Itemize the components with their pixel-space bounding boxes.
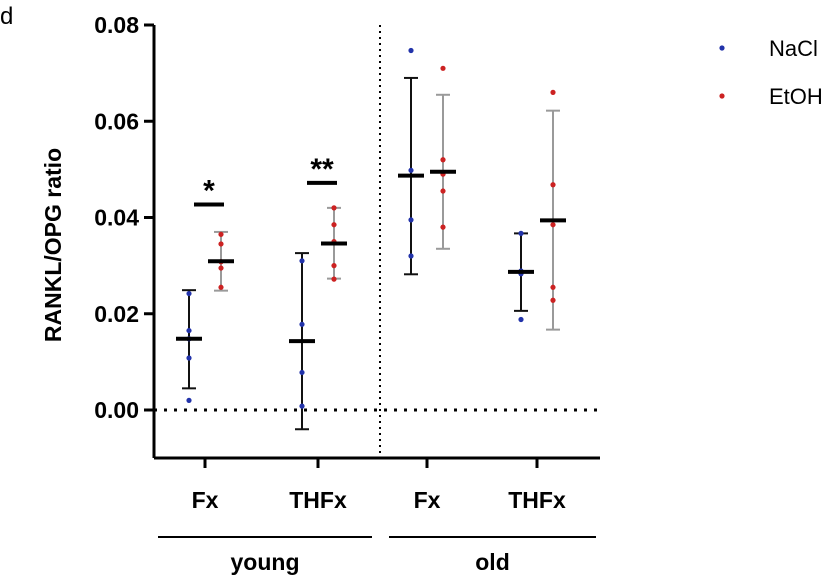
y-axis: 0.00 0.02 0.04 0.06 0.08 <box>94 12 600 468</box>
y-tick-label: 0.06 <box>94 108 139 134</box>
y-tick-label: 0.08 <box>94 12 139 38</box>
data-point-nacl <box>299 369 305 376</box>
data-points <box>186 47 556 409</box>
data-point-etoh <box>218 265 224 271</box>
x-axis-labels: Fx THFx Fx THFx <box>192 487 566 513</box>
y-axis-title: RANKL/OPG ratio <box>40 148 66 342</box>
panel-letter: d <box>0 3 13 30</box>
data-point-etoh <box>331 276 337 282</box>
data-point-nacl <box>408 253 414 259</box>
significance-label: * <box>203 175 215 208</box>
y-tick-label: 0.00 <box>94 397 139 423</box>
x-tick-label: Fx <box>192 487 219 513</box>
y-tick-label: 0.04 <box>94 205 139 231</box>
data-point-etoh <box>440 224 446 230</box>
data-point-etoh <box>218 284 224 290</box>
data-point-nacl <box>408 167 414 173</box>
data-point-nacl <box>299 258 305 264</box>
data-point-etoh <box>331 205 337 211</box>
data-point-etoh <box>550 182 556 188</box>
data-point-etoh <box>331 222 337 228</box>
x-tick-label: THFx <box>289 487 347 513</box>
data-point-etoh <box>440 157 446 163</box>
data-point-etoh <box>550 284 556 290</box>
data-point-nacl <box>186 290 192 297</box>
x-tick-label: Fx <box>414 487 441 513</box>
legend-label: NaCl <box>769 36 818 61</box>
x-tick-label: THFx <box>508 487 566 513</box>
data-point-etoh <box>331 263 337 269</box>
group-label: young <box>231 549 300 575</box>
data-point-nacl <box>186 355 192 361</box>
data-point-nacl <box>186 397 192 403</box>
data-point-nacl <box>299 321 305 327</box>
data-point-nacl <box>518 316 524 323</box>
legend-marker-etoh <box>719 93 725 99</box>
data-point-etoh <box>550 297 556 303</box>
legend-marker-nacl <box>719 45 725 51</box>
data-point-nacl <box>299 403 305 409</box>
significance-label: ** <box>310 153 334 186</box>
group-brackets: young old <box>158 536 596 575</box>
data-point-etoh <box>550 222 556 228</box>
data-point-etoh <box>218 241 224 247</box>
data-point-etoh <box>218 231 224 237</box>
legend-label: EtOH <box>769 84 823 109</box>
data-point-etoh <box>550 89 556 95</box>
data-point-nacl <box>518 230 524 236</box>
data-point-etoh <box>440 65 446 71</box>
data-point-nacl <box>408 217 414 223</box>
data-point-nacl <box>408 47 414 54</box>
significance-markers: *** <box>194 153 337 208</box>
mean-bars <box>176 169 566 344</box>
legend: NaCl EtOH <box>719 36 823 109</box>
y-tick-label: 0.02 <box>94 301 139 327</box>
data-point-etoh <box>440 188 446 194</box>
group-label: old <box>475 549 510 575</box>
data-point-nacl <box>186 327 192 334</box>
error-bars <box>182 76 560 431</box>
